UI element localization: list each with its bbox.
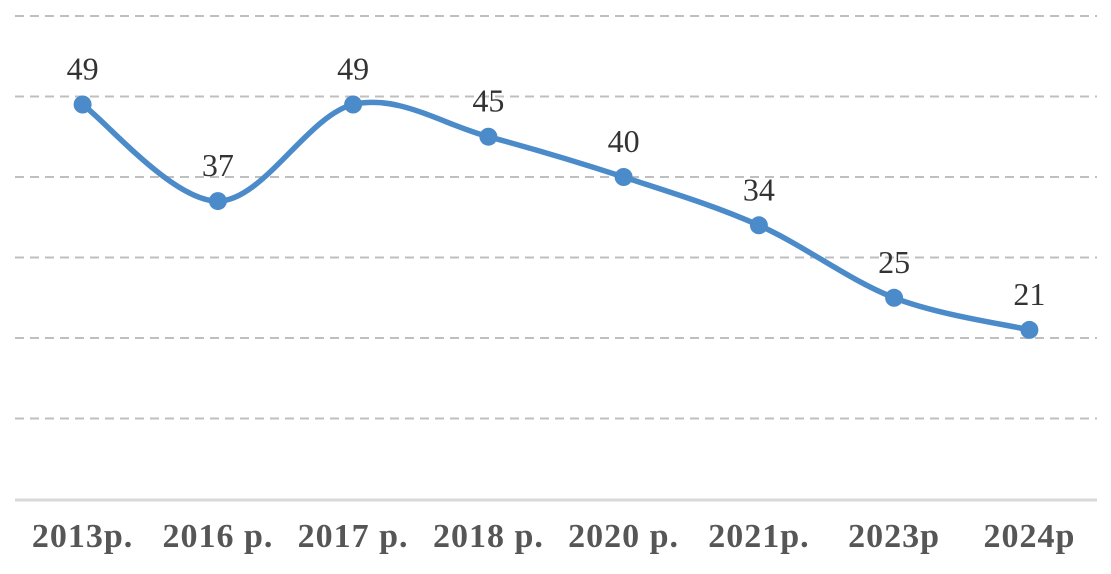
data-label-2018 p.: 45 [472, 83, 504, 119]
data-label-2023p: 25 [878, 244, 910, 280]
data-label-2020 p.: 40 [608, 123, 640, 159]
x-axis-label-2013p.: 2013p. [32, 518, 133, 555]
x-axis-label-2016 p.: 2016 p. [162, 518, 273, 555]
data-label-2016 p.: 37 [202, 147, 234, 183]
x-axis-label-2023p: 2023p [848, 518, 940, 555]
x-axis-label-2017 p.: 2017 p. [298, 518, 409, 555]
data-point-marker-2016 p. [208, 192, 227, 211]
x-axis-label-2020 p.: 2020 p. [568, 518, 679, 555]
data-point-marker-2024p [1020, 320, 1039, 339]
data-label-2017 p.: 49 [337, 51, 369, 87]
data-label-2024p: 21 [1013, 276, 1045, 312]
data-point-marker-2020 p. [614, 168, 633, 186]
data-point-marker-2021p. [749, 216, 768, 235]
data-point-marker-2018 p. [479, 127, 498, 146]
data-label-2021p.: 34 [743, 171, 775, 207]
data-label-2013p.: 49 [67, 51, 99, 87]
data-point-marker-2017 p. [344, 95, 363, 114]
x-axis-label-2021p.: 2021p. [708, 518, 809, 555]
x-axis-label-2018 p.: 2018 p. [433, 518, 544, 555]
data-point-marker-2023p [885, 288, 904, 307]
data-point-marker-2013p. [73, 95, 92, 114]
x-axis-label-2024p: 2024p [983, 518, 1075, 555]
